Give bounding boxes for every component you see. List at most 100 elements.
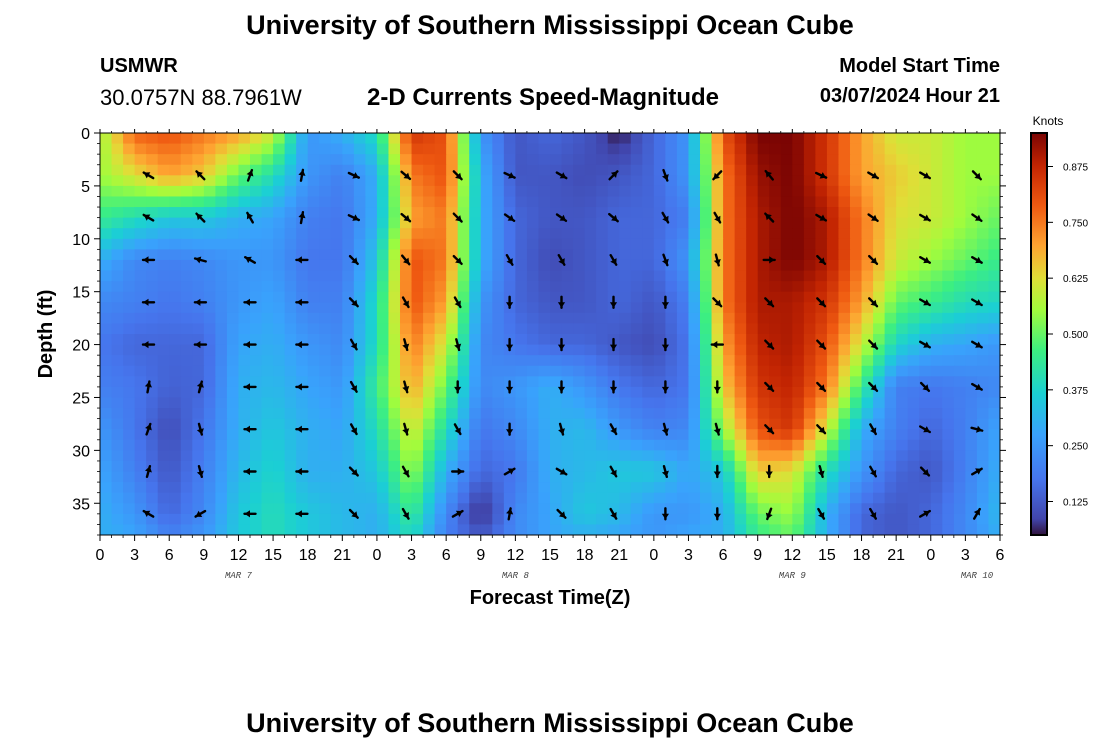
heat-cell: [561, 164, 574, 176]
heat-cell: [411, 344, 424, 356]
heat-cell: [411, 323, 424, 335]
heat-cell: [769, 376, 782, 388]
heat-cell: [446, 259, 459, 272]
heat-cell: [503, 143, 516, 155]
heat-cell: [757, 334, 770, 346]
heat-cell: [584, 355, 597, 367]
heat-cell: [284, 492, 297, 504]
heat-cell: [930, 196, 943, 208]
current-vector: [348, 254, 359, 265]
heat-cell: [469, 429, 482, 441]
heat-cell: [861, 154, 874, 166]
heat-cell: [665, 238, 678, 250]
heat-cell: [273, 259, 286, 272]
heat-cell: [400, 249, 413, 261]
heat-cell: [261, 397, 274, 409]
heat-cell: [492, 312, 505, 325]
x-tick-label: 18: [299, 547, 317, 564]
heat-cell: [930, 164, 943, 176]
vector-head: [870, 384, 877, 391]
heat-cell: [861, 503, 874, 515]
heat-cell: [757, 460, 770, 473]
heat-cell: [619, 291, 632, 303]
heat-cell: [711, 185, 724, 198]
heat-cell: [192, 196, 205, 208]
heat-cell: [330, 143, 343, 155]
heat-cell: [423, 334, 436, 346]
heat-cell: [526, 154, 540, 166]
heat-cell: [515, 334, 528, 346]
heat-cell: [896, 429, 909, 441]
vector-head: [298, 169, 306, 176]
heat-cell: [596, 503, 609, 515]
heat-cell: [688, 302, 701, 314]
vector-head: [870, 427, 877, 434]
heat-cell: [342, 238, 355, 250]
heat-cell: [250, 376, 263, 388]
heat-cell: [388, 164, 401, 176]
heat-cell: [307, 439, 320, 451]
heat-cell: [803, 228, 816, 240]
heat-cell: [330, 429, 343, 441]
heat-cell: [123, 228, 136, 240]
heat-cell: [515, 376, 528, 388]
heat-cell: [457, 429, 470, 441]
heat-cell: [296, 513, 309, 526]
current-vector: [195, 170, 206, 181]
heat-cell: [838, 365, 851, 377]
heat-cell: [642, 143, 655, 155]
heat-cell: [261, 386, 274, 399]
heat-cell: [907, 312, 920, 325]
heat-cell: [169, 524, 182, 535]
heat-cell: [676, 524, 690, 535]
vector-head: [455, 257, 462, 264]
current-vector: [243, 383, 257, 391]
heat-cell: [400, 460, 413, 473]
heat-cell: [619, 238, 632, 250]
heat-cell: [123, 323, 136, 335]
x-tick-label: 0: [649, 547, 658, 564]
heat-cell: [134, 291, 147, 303]
heat-cell: [492, 418, 505, 430]
heat-cell: [584, 513, 597, 526]
heat-cell: [873, 207, 886, 219]
heat-cell: [838, 482, 851, 494]
heat-cell: [457, 175, 470, 187]
heat-cell: [319, 408, 332, 420]
heat-cell: [330, 344, 343, 356]
heat-cell: [526, 133, 540, 145]
heat-cell: [353, 143, 366, 155]
current-vector: [142, 213, 155, 222]
heat-cell: [157, 270, 170, 282]
heat-cell: [480, 471, 493, 483]
current-vector: [452, 170, 463, 181]
heat-cell: [146, 439, 159, 451]
heat-cell: [757, 492, 770, 504]
heat-cell: [850, 376, 863, 388]
heat-cell: [550, 270, 563, 282]
heat-cell: [861, 175, 874, 187]
heat-cell: [884, 238, 897, 250]
heat-cell: [203, 344, 216, 356]
heat-cell: [596, 281, 609, 293]
vector-head: [765, 171, 772, 178]
heat-cell: [734, 524, 747, 535]
heat-cell: [907, 482, 920, 494]
heat-cell: [123, 291, 136, 303]
heat-cell: [319, 460, 332, 473]
heat-cell: [642, 238, 655, 250]
heat-cell: [607, 524, 620, 535]
current-vector: [193, 256, 207, 264]
vector-head: [350, 385, 357, 392]
heat-cell: [400, 259, 413, 272]
heat-cell: [434, 143, 447, 155]
heat-cell: [423, 492, 436, 504]
heat-cell: [596, 460, 609, 473]
heat-cell: [873, 164, 886, 176]
heat-cell: [296, 175, 309, 187]
x-tick-label: 6: [996, 547, 1005, 564]
heat-cell: [261, 249, 274, 261]
heat-cell: [942, 238, 955, 250]
heat-cell: [607, 492, 620, 504]
heat-cell: [700, 196, 713, 208]
